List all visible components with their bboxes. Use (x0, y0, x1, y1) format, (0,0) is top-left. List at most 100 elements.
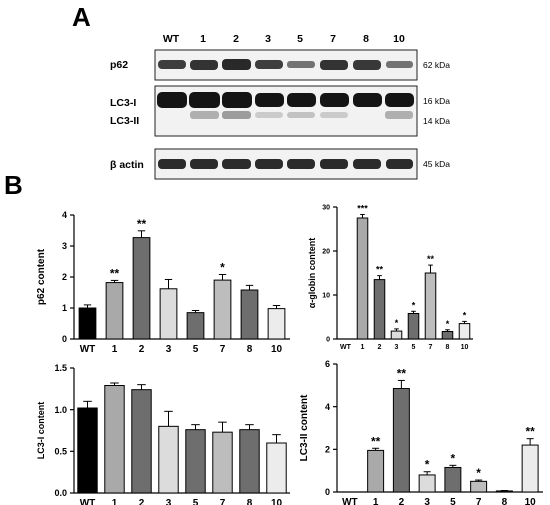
y-tick-label: 10 (322, 292, 330, 299)
blot-band (255, 93, 284, 107)
lane-label: 10 (393, 33, 405, 45)
x-tick-label: 2 (139, 498, 145, 505)
blot-band (320, 93, 349, 107)
x-tick-label: 3 (166, 498, 172, 505)
western-blot: WT 1 2 3 5 7 8 10 p62 62 kDa (110, 33, 450, 180)
y-tick-label: 0 (62, 334, 67, 344)
y-tick-label: 1.5 (54, 363, 67, 373)
x-tick-label: WT (342, 497, 358, 505)
significance-label: * (451, 451, 456, 465)
actin-row-label: β actin (110, 159, 144, 171)
x-tick-label: 5 (450, 497, 456, 505)
x-tick-label: 5 (193, 344, 199, 355)
blot-band (320, 159, 348, 169)
blot-band (255, 60, 283, 69)
blot-band (353, 60, 381, 70)
y-tick-label: 4 (325, 402, 330, 412)
x-tick-label: 3 (166, 344, 172, 355)
x-tick-label: 1 (112, 344, 118, 355)
x-tick-label: 1 (361, 344, 365, 351)
bar (495, 490, 513, 493)
lane-label: WT (163, 33, 180, 45)
significance-label: ** (376, 265, 384, 275)
y-tick-label: 2 (325, 444, 330, 454)
y-tick-label: 1 (62, 303, 67, 313)
x-tick-label: 1 (112, 498, 118, 505)
lane-label: 5 (297, 33, 303, 45)
blot-band (287, 112, 315, 118)
y-tick-label: 20 (322, 248, 330, 255)
actin-bands (158, 159, 413, 169)
p62-row-label: p62 (110, 59, 128, 71)
x-tick-label: 10 (461, 344, 469, 351)
lc3-ii-bands (190, 111, 413, 119)
significance-label: * (395, 318, 399, 328)
blot-band (158, 159, 186, 169)
bar (470, 480, 488, 493)
significance-label: * (412, 300, 416, 310)
significance-label: * (476, 466, 481, 480)
blot-band (287, 61, 315, 68)
x-tick-label: 5 (193, 498, 199, 505)
blot-band (222, 111, 251, 119)
y-tick-label: 0.0 (54, 488, 67, 498)
y-tick-label: 3 (62, 241, 67, 251)
x-tick-label: 8 (247, 498, 253, 505)
y-tick-label: 0.5 (54, 446, 67, 456)
blot-band (353, 159, 381, 169)
x-tick-label: 2 (378, 344, 382, 351)
bar (367, 449, 385, 493)
y-tick-label: 1.0 (54, 405, 67, 415)
x-tick-label: 7 (220, 498, 226, 505)
x-tick-label: 2 (139, 344, 145, 355)
y-tick-label: 30 (322, 204, 330, 211)
lane-label: 8 (363, 33, 369, 45)
x-tick-label: 3 (395, 344, 399, 351)
blot-band (320, 60, 348, 70)
x-tick-label: 10 (271, 498, 283, 505)
y-axis-label: LC3-II content (299, 394, 310, 461)
lane-labels: WT 1 2 3 5 7 8 10 (163, 33, 405, 45)
blot-band (385, 111, 413, 119)
x-tick-label: 8 (247, 344, 253, 355)
significance-label: ** (525, 425, 535, 439)
y-tick-label: 2 (62, 272, 67, 282)
lane-label: 1 (200, 33, 206, 45)
y-tick-label: 0 (325, 487, 330, 497)
blot-band (320, 112, 348, 118)
x-tick-label: 8 (502, 497, 508, 505)
blot-band (255, 159, 283, 169)
significance-label: ** (397, 366, 407, 380)
significance-label: ** (427, 254, 435, 264)
blot-band (222, 59, 251, 70)
significance-label: * (425, 458, 430, 472)
blot-band (189, 92, 220, 108)
blot-band (353, 93, 382, 107)
lc3-i-row-label: LC3-I (110, 97, 136, 109)
y-axis-label: α-globin content (307, 238, 317, 309)
significance-label: * (220, 261, 225, 275)
x-tick-label: WT (80, 344, 96, 355)
blot-band (255, 112, 283, 118)
blot-band (222, 92, 252, 108)
blot-band (385, 93, 414, 107)
significance-label: * (446, 319, 450, 329)
lane-label: 3 (265, 33, 271, 45)
y-tick-label: 4 (62, 210, 67, 220)
y-axis-label: p62 content (36, 248, 47, 305)
x-tick-label: 3 (424, 497, 430, 505)
x-tick-label: 2 (399, 497, 405, 505)
blot-band (190, 111, 219, 119)
x-tick-label: 10 (271, 344, 283, 355)
p62-bands (158, 59, 413, 70)
lc3-i-bands (157, 92, 414, 108)
y-tick-label: 0 (326, 336, 330, 343)
blot-band (386, 159, 413, 169)
actin-size-label: 45 kDa (423, 159, 450, 169)
significance-label: ** (110, 266, 120, 280)
blot-band (222, 159, 251, 169)
y-axis-label: LC3-I content (36, 402, 46, 460)
